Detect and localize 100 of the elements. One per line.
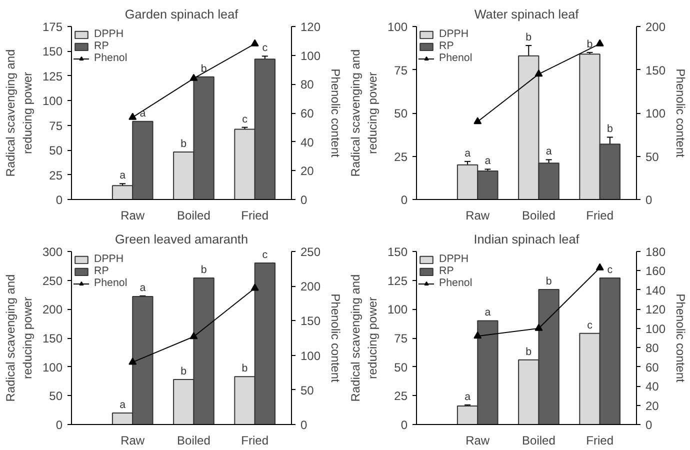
- y2-tick-label: 0: [300, 418, 308, 432]
- x-tick-label: Fried: [586, 208, 614, 222]
- y-tick-label: 150: [387, 245, 408, 259]
- y-tick-label: 150: [42, 44, 63, 59]
- y-tick-label: 0: [400, 193, 408, 207]
- point: [596, 263, 604, 270]
- chart-title: Garden spinach leaf: [124, 8, 239, 22]
- legend-label: RP: [94, 40, 110, 52]
- y2-axis-title: Phenolic content: [674, 294, 688, 384]
- legend-label: Phenol: [439, 277, 472, 289]
- annotation: b: [242, 362, 248, 375]
- legend-label: RP: [94, 265, 110, 277]
- point: [250, 39, 259, 46]
- y2-tick-label: 200: [300, 280, 321, 294]
- y-tick-label: 50: [49, 389, 63, 404]
- y2-tick-label: 100: [300, 48, 321, 63]
- legend-label: RP: [439, 265, 455, 277]
- annotation: b: [180, 138, 187, 150]
- annotation: c: [587, 319, 594, 332]
- x-tick-label: Fried: [586, 434, 614, 448]
- legend-label: Phenol: [94, 277, 128, 289]
- x-tick-label: Raw: [120, 434, 145, 448]
- point: [474, 117, 482, 124]
- x-tick-label: Raw: [120, 208, 145, 222]
- annotation: b: [526, 32, 532, 44]
- y-tick-label: 50: [394, 360, 408, 374]
- y2-tick-label: 250: [300, 245, 321, 259]
- y2-tick-label: 80: [646, 341, 660, 356]
- y2-tick-label: 120: [300, 20, 321, 34]
- annotation: a: [140, 282, 146, 294]
- y2-tick-label: 100: [300, 348, 321, 363]
- y-tick-label: 100: [42, 94, 63, 108]
- y-tick-label: 150: [42, 332, 63, 346]
- x-tick-label: Boiled: [177, 208, 210, 222]
- y-tick-label: 75: [394, 63, 408, 78]
- y2-tick-label: 200: [646, 20, 666, 34]
- annotation: b: [200, 264, 207, 276]
- x-tick-label: Boiled: [522, 434, 556, 448]
- y2-tick-label: 180: [646, 245, 666, 259]
- point: [596, 39, 604, 46]
- y2-tick-label: 0: [300, 193, 308, 207]
- legend-label: DPPH: [94, 253, 124, 265]
- annotation: b: [200, 62, 207, 75]
- y2-tick-label: 140: [646, 283, 666, 298]
- legend-label: DPPH: [94, 28, 124, 40]
- y-tick-label: 125: [387, 274, 408, 288]
- y2-axis-title: Phenolic content: [674, 68, 688, 158]
- y-tick-label: 0: [56, 418, 63, 432]
- annotation: a: [484, 306, 491, 319]
- legend-label: DPPH: [439, 28, 469, 40]
- x-tick-label: Boiled: [522, 208, 556, 222]
- y-tick-label: 0: [400, 418, 408, 432]
- y2-tick-label: 50: [646, 150, 660, 164]
- x-tick-label: Boiled: [177, 434, 210, 448]
- y-tick-label: 250: [42, 274, 63, 288]
- y-tick-label: 75: [394, 332, 408, 346]
- annotation: a: [546, 146, 552, 158]
- y2-axis-title: Phenolic content: [328, 68, 343, 158]
- y-tick-label: 100: [387, 20, 408, 34]
- legend-label: DPPH: [439, 253, 469, 265]
- y2-tick-label: 20: [300, 164, 314, 178]
- y2-tick-label: 100: [646, 322, 666, 336]
- x-tick-label: Raw: [466, 434, 490, 448]
- y2-tick-label: 40: [300, 135, 314, 150]
- y2-tick-label: 60: [646, 360, 660, 374]
- legend-label: Phenol: [439, 52, 472, 64]
- y2-tick-label: 120: [646, 302, 666, 317]
- y-axis-title: Radical scavenging and reducing power: [4, 274, 34, 402]
- point: [474, 332, 482, 339]
- y-tick-label: 25: [49, 168, 63, 182]
- y2-tick-label: 50: [300, 383, 314, 398]
- point: [534, 70, 543, 77]
- annotation: a: [464, 147, 471, 160]
- y2-tick-label: 40: [646, 380, 660, 394]
- x-tick-label: Fried: [241, 208, 269, 222]
- annotation: a: [120, 398, 126, 411]
- annotation: a: [140, 107, 146, 120]
- point: [190, 332, 198, 340]
- chart-title: Water spinach leaf: [474, 8, 580, 22]
- y2-tick-label: 150: [646, 63, 666, 78]
- y2-tick-label: 20: [646, 398, 660, 413]
- y-tick-label: 100: [387, 302, 408, 317]
- y-axis-title: Radical scavenging and reducing power: [4, 49, 34, 177]
- y2-tick-label: 80: [300, 78, 314, 92]
- annotation: a: [120, 170, 126, 182]
- annotation: a: [484, 155, 491, 168]
- y2-tick-label: 0: [646, 193, 652, 207]
- annotation: b: [180, 366, 187, 378]
- y2-tick-label: 0: [646, 418, 652, 432]
- y-axis-title: Radical scavenging and reducing power: [348, 49, 380, 177]
- y-tick-label: 100: [42, 360, 63, 374]
- point: [534, 324, 543, 331]
- y2-tick-label: 100: [646, 106, 666, 120]
- y2-tick-label: 60: [300, 106, 314, 120]
- annotation: b: [526, 346, 532, 358]
- annotation: b: [606, 123, 613, 136]
- y2-tick-label: 160: [646, 264, 666, 278]
- y-tick-label: 25: [394, 150, 408, 164]
- y-axis-title: Radical scavenging and reducing power: [348, 274, 380, 402]
- x-tick-label: Fried: [241, 434, 269, 448]
